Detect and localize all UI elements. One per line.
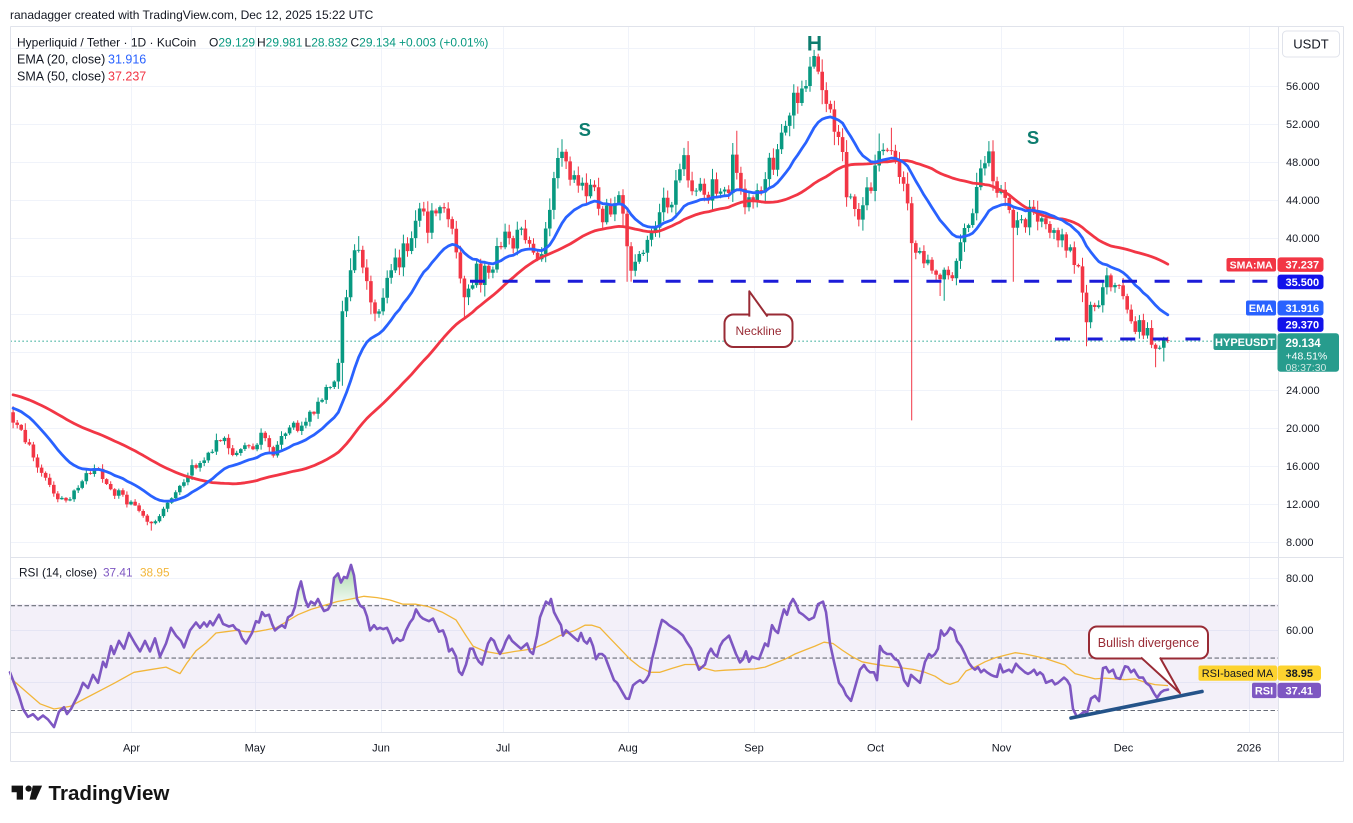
svg-text:USDT: USDT (1293, 37, 1328, 52)
svg-text:8.000: 8.000 (1286, 537, 1314, 549)
svg-text:Aug: Aug (618, 743, 638, 755)
svg-text:12.000: 12.000 (1286, 499, 1320, 511)
svg-text:44.000: 44.000 (1286, 195, 1320, 207)
svg-text:RSI-based MA: RSI-based MA (1202, 668, 1274, 680)
svg-text:SMA (50, close)37.237: SMA (50, close) 37.237 (17, 69, 146, 83)
svg-text:08:37:30: 08:37:30 (1286, 362, 1327, 374)
svg-text:EMA (20, close)31.916: EMA (20, close) 31.916 (17, 52, 146, 66)
svg-text:TradingView: TradingView (49, 782, 171, 805)
svg-text:16.000: 16.000 (1286, 461, 1320, 473)
svg-text:31.916: 31.916 (1286, 303, 1320, 315)
svg-text:52.000: 52.000 (1286, 119, 1320, 131)
svg-text:Hyperliquid / Tether · 1D · Ku: Hyperliquid / Tether · 1D · KuCoin O29.12… (17, 35, 488, 49)
svg-text:29.370: 29.370 (1286, 320, 1320, 332)
svg-text:EMA: EMA (1249, 303, 1274, 315)
svg-text:May: May (245, 743, 266, 755)
svg-text:38.95: 38.95 (1286, 668, 1314, 680)
svg-text:29.134: 29.134 (1286, 338, 1322, 350)
svg-text:Sep: Sep (744, 743, 764, 755)
svg-text:S: S (1027, 127, 1039, 148)
svg-text:Nov: Nov (992, 743, 1012, 755)
svg-text:Jun: Jun (372, 743, 390, 755)
svg-text:35.500: 35.500 (1286, 277, 1320, 289)
svg-text:40.000: 40.000 (1286, 233, 1320, 245)
svg-text:24.000: 24.000 (1286, 385, 1320, 397)
svg-text:H: H (807, 33, 822, 56)
svg-text:37.41: 37.41 (1286, 685, 1314, 697)
svg-text:2026: 2026 (1237, 743, 1261, 755)
svg-text:RSI: RSI (1255, 685, 1273, 697)
svg-text:Dec: Dec (1114, 743, 1134, 755)
svg-text:48.000: 48.000 (1286, 157, 1320, 169)
svg-text:Apr: Apr (123, 743, 140, 755)
svg-text:SMA:MA: SMA:MA (1230, 259, 1274, 271)
svg-text:Jul: Jul (496, 743, 510, 755)
svg-text:S: S (579, 119, 591, 140)
svg-text:80.00: 80.00 (1286, 573, 1314, 585)
svg-text:Oct: Oct (867, 743, 884, 755)
svg-text:ranadagger created with Tradin: ranadagger created with TradingView.com,… (10, 8, 374, 22)
svg-text:60.00: 60.00 (1286, 625, 1314, 637)
svg-text:37.237: 37.237 (1286, 260, 1320, 272)
svg-text:56.000: 56.000 (1286, 81, 1320, 93)
svg-text:20.000: 20.000 (1286, 423, 1320, 435)
svg-text:Neckline: Neckline (735, 324, 781, 338)
svg-text:Bullish divergence: Bullish divergence (1098, 636, 1199, 650)
svg-text:+48.51%: +48.51% (1286, 350, 1328, 362)
svg-text:HYPEUSDT: HYPEUSDT (1215, 337, 1275, 349)
